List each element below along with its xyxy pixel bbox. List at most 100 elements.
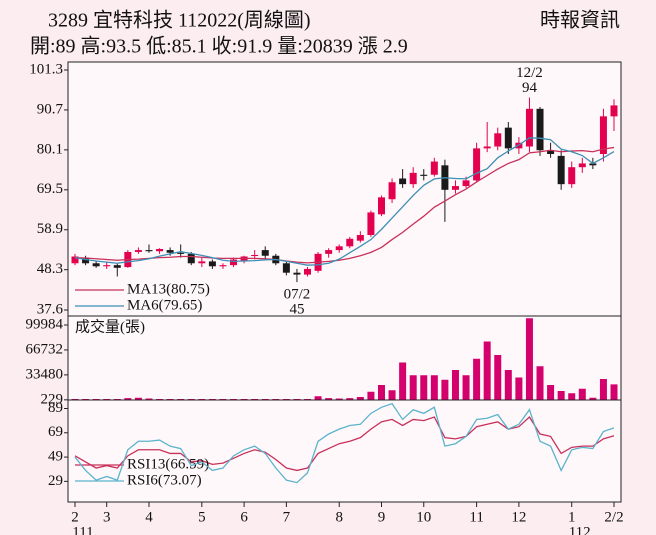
volume-bar	[462, 375, 470, 400]
x-year-label: 111	[72, 524, 93, 535]
y-tick-label: 69.5	[37, 181, 63, 197]
volume-bar	[145, 398, 153, 400]
x-tick-label: 12	[511, 509, 526, 525]
candle-body	[547, 150, 555, 155]
x-year-label: 112	[569, 524, 591, 535]
volume-bar	[483, 341, 491, 400]
legend-label: RSI6(73.07)	[127, 472, 202, 488]
candle-body	[71, 256, 79, 264]
candle-body	[399, 178, 407, 185]
series-line	[74, 137, 615, 266]
candle-body	[420, 174, 428, 176]
volume-bar	[124, 398, 132, 400]
legend-label: MA6(79.65)	[127, 297, 202, 313]
x-tick-label: 2/2	[604, 509, 623, 525]
candle-body	[304, 268, 312, 275]
x-tick-label: 3	[103, 509, 111, 525]
series-line	[74, 415, 615, 472]
candle-body	[409, 172, 417, 185]
volume-bar	[388, 390, 396, 400]
volume-bar	[356, 397, 364, 400]
x-tick-label: 4	[145, 509, 153, 525]
candle-body	[166, 250, 174, 253]
y-tick-label: 90.7	[37, 101, 64, 117]
candle-body	[356, 235, 364, 241]
volume-bar	[399, 362, 407, 400]
candle-body	[494, 133, 502, 147]
x-tick-label: 11	[469, 509, 483, 525]
candle-body	[103, 265, 111, 267]
volume-bar	[377, 385, 385, 400]
y-tick-label: 48.3	[37, 261, 63, 277]
volume-bar	[599, 379, 607, 400]
volume-bar	[409, 375, 417, 400]
volume-bar	[335, 398, 343, 400]
y-tick-label: 229	[41, 391, 64, 407]
annotation-date: 12/2	[516, 65, 543, 81]
y-tick-label: 49	[48, 449, 63, 465]
annotation-date: 07/2	[284, 287, 311, 303]
x-tick-label: 8	[335, 509, 343, 525]
x-tick-label: 9	[378, 509, 386, 525]
volume-bar	[473, 358, 481, 400]
y-tick-label: 89	[48, 400, 63, 416]
candle-body	[156, 248, 164, 252]
volume-bar	[557, 391, 565, 400]
x-tick-label: 1	[568, 509, 576, 525]
x-tick-label: 6	[240, 509, 248, 525]
candle-body	[557, 155, 565, 185]
candle-body	[92, 263, 100, 267]
candle-body	[187, 253, 195, 264]
volume-bar	[441, 379, 449, 400]
candle-body	[578, 163, 586, 168]
annotation-value: 94	[522, 80, 538, 96]
candle-body	[599, 116, 607, 155]
volume-bar	[430, 375, 438, 400]
volume-bar	[525, 318, 533, 400]
y-tick-label: 99984	[26, 316, 64, 332]
x-tick-label: 2	[71, 509, 79, 525]
volume-bar	[367, 391, 375, 400]
candle-body	[113, 265, 121, 268]
volume-bar	[494, 355, 502, 400]
y-tick-label: 37.6	[37, 301, 64, 317]
candle-body	[134, 250, 142, 252]
candle-body	[589, 163, 597, 166]
legend-label: RSI13(66.59)	[127, 456, 209, 472]
candle-body	[525, 108, 533, 147]
candle-body	[293, 272, 301, 275]
candle-body	[325, 250, 333, 254]
volume-bar	[568, 393, 576, 400]
volume-bar	[420, 375, 428, 400]
x-tick-label: 10	[416, 509, 431, 525]
chart-title: 3289 宜特科技 112022(周線圖)	[48, 9, 311, 32]
volume-bar	[536, 366, 544, 400]
y-tick-label: 69	[48, 424, 63, 440]
candle-body	[177, 252, 185, 254]
series-line	[74, 402, 615, 484]
candle-body	[198, 261, 206, 264]
y-tick-label: 80.1	[37, 141, 63, 157]
candle-body	[462, 180, 470, 187]
volume-bar	[610, 384, 618, 400]
y-tick-label: 33480	[26, 366, 64, 382]
panel-frame	[67, 61, 622, 317]
candle-body	[367, 212, 375, 236]
volume-bar	[515, 377, 523, 400]
candle-body	[282, 263, 290, 273]
candle-body	[610, 105, 618, 117]
x-tick-label: 7	[283, 509, 291, 525]
series-line	[74, 146, 615, 264]
panel-title: 成交量(張)	[75, 317, 145, 335]
x-tick-label: 5	[198, 509, 206, 525]
volume-bar	[325, 398, 333, 400]
volume-bar	[314, 396, 322, 400]
candle-body	[388, 182, 396, 200]
y-tick-label: 101.3	[29, 61, 63, 77]
candle-body	[451, 186, 459, 190]
candle-body	[219, 265, 227, 267]
candle-body	[145, 250, 153, 252]
source: 時報資訊	[540, 9, 620, 32]
volume-bar	[346, 398, 354, 400]
